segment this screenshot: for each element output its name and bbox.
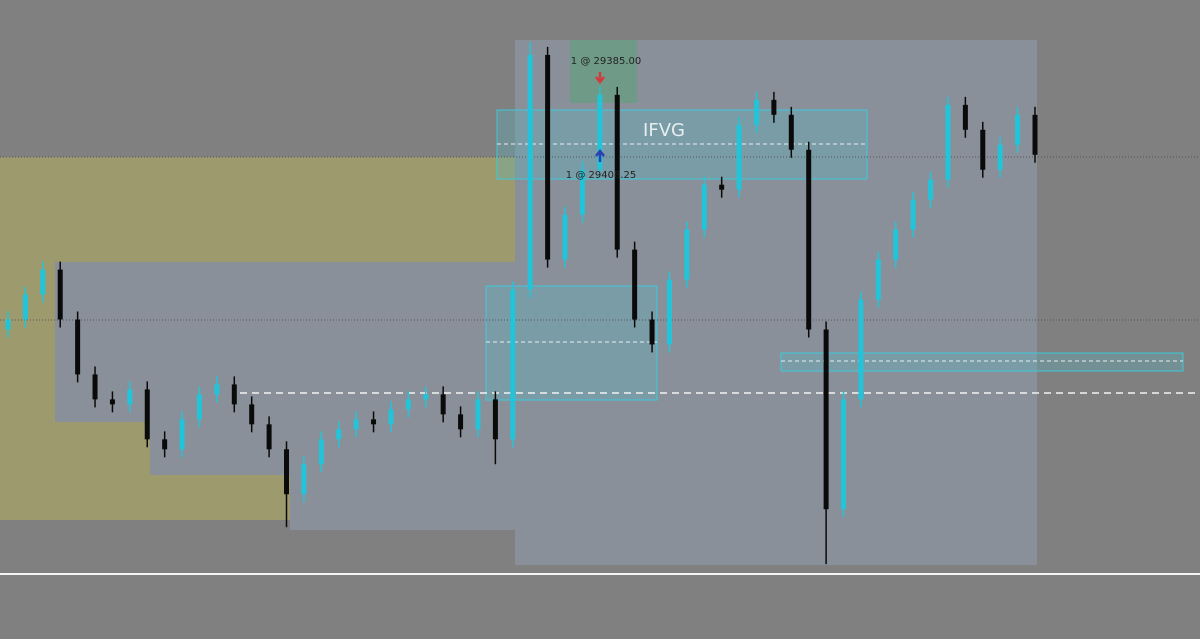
candle-body xyxy=(1032,114,1038,155)
candle-body xyxy=(719,184,725,190)
candle-body xyxy=(301,464,307,495)
candle-body xyxy=(249,404,255,425)
candle-body xyxy=(579,169,585,215)
candle-body xyxy=(127,389,133,405)
candle-body xyxy=(841,399,847,510)
fvg-box xyxy=(780,352,1184,372)
candle-body xyxy=(22,294,28,320)
candle-body xyxy=(458,414,464,430)
candle-body xyxy=(771,99,777,115)
candle-body xyxy=(527,54,533,290)
candle-body xyxy=(823,329,829,510)
candle-body xyxy=(336,429,342,440)
trade-label: 1 @ 29408.25 xyxy=(566,170,636,181)
candle-body xyxy=(597,94,603,170)
candle-body xyxy=(980,129,986,170)
candle-body xyxy=(57,269,63,320)
candle-body xyxy=(806,149,812,330)
candle-body xyxy=(162,439,168,450)
candle-body xyxy=(266,424,272,450)
candle-body xyxy=(405,399,411,410)
candle-body xyxy=(318,439,324,465)
target-zone xyxy=(570,40,637,103)
candle-body xyxy=(144,389,150,440)
candle-body xyxy=(1015,114,1021,145)
candle-body xyxy=(666,279,672,345)
range-box xyxy=(55,262,515,530)
candle-body xyxy=(92,374,98,400)
candle-body xyxy=(423,394,429,400)
candle-body xyxy=(353,419,359,430)
candle-body xyxy=(214,384,220,395)
candle-body xyxy=(109,399,115,405)
candle-body xyxy=(858,299,864,400)
candle-body xyxy=(684,229,690,280)
candle-body xyxy=(893,229,899,260)
candle-body xyxy=(284,449,290,495)
candle-body xyxy=(371,419,377,425)
candle-body xyxy=(753,99,759,125)
candle-body xyxy=(962,104,968,130)
candle-body xyxy=(562,214,568,260)
candle-body xyxy=(196,394,202,420)
candle-body xyxy=(388,409,394,425)
candle-body xyxy=(632,249,638,320)
candle-body xyxy=(179,419,185,450)
candle-body xyxy=(440,394,446,415)
candle-body xyxy=(231,384,237,405)
candles xyxy=(5,41,1038,565)
ifvg-label: IFVG xyxy=(643,120,685,141)
candle-body xyxy=(614,94,620,250)
candle-body xyxy=(75,319,81,375)
candle-body xyxy=(40,269,46,295)
candle-body xyxy=(875,259,881,300)
candle-body xyxy=(701,184,707,230)
candle-body xyxy=(788,114,794,150)
candle-body xyxy=(492,399,498,440)
candle-body xyxy=(475,399,481,430)
candle-body xyxy=(5,319,11,330)
candle-body xyxy=(945,104,951,180)
sell-arrow xyxy=(595,72,605,85)
trade-label: 1 @ 29385.00 xyxy=(571,56,641,67)
candle-body xyxy=(928,179,934,200)
candle-body xyxy=(510,289,516,440)
candle-body xyxy=(910,199,916,230)
candle-body xyxy=(997,144,1003,170)
candle-body xyxy=(736,124,742,190)
buy-arrow xyxy=(595,148,605,162)
candle-body xyxy=(649,319,655,345)
candle-body xyxy=(545,54,551,260)
